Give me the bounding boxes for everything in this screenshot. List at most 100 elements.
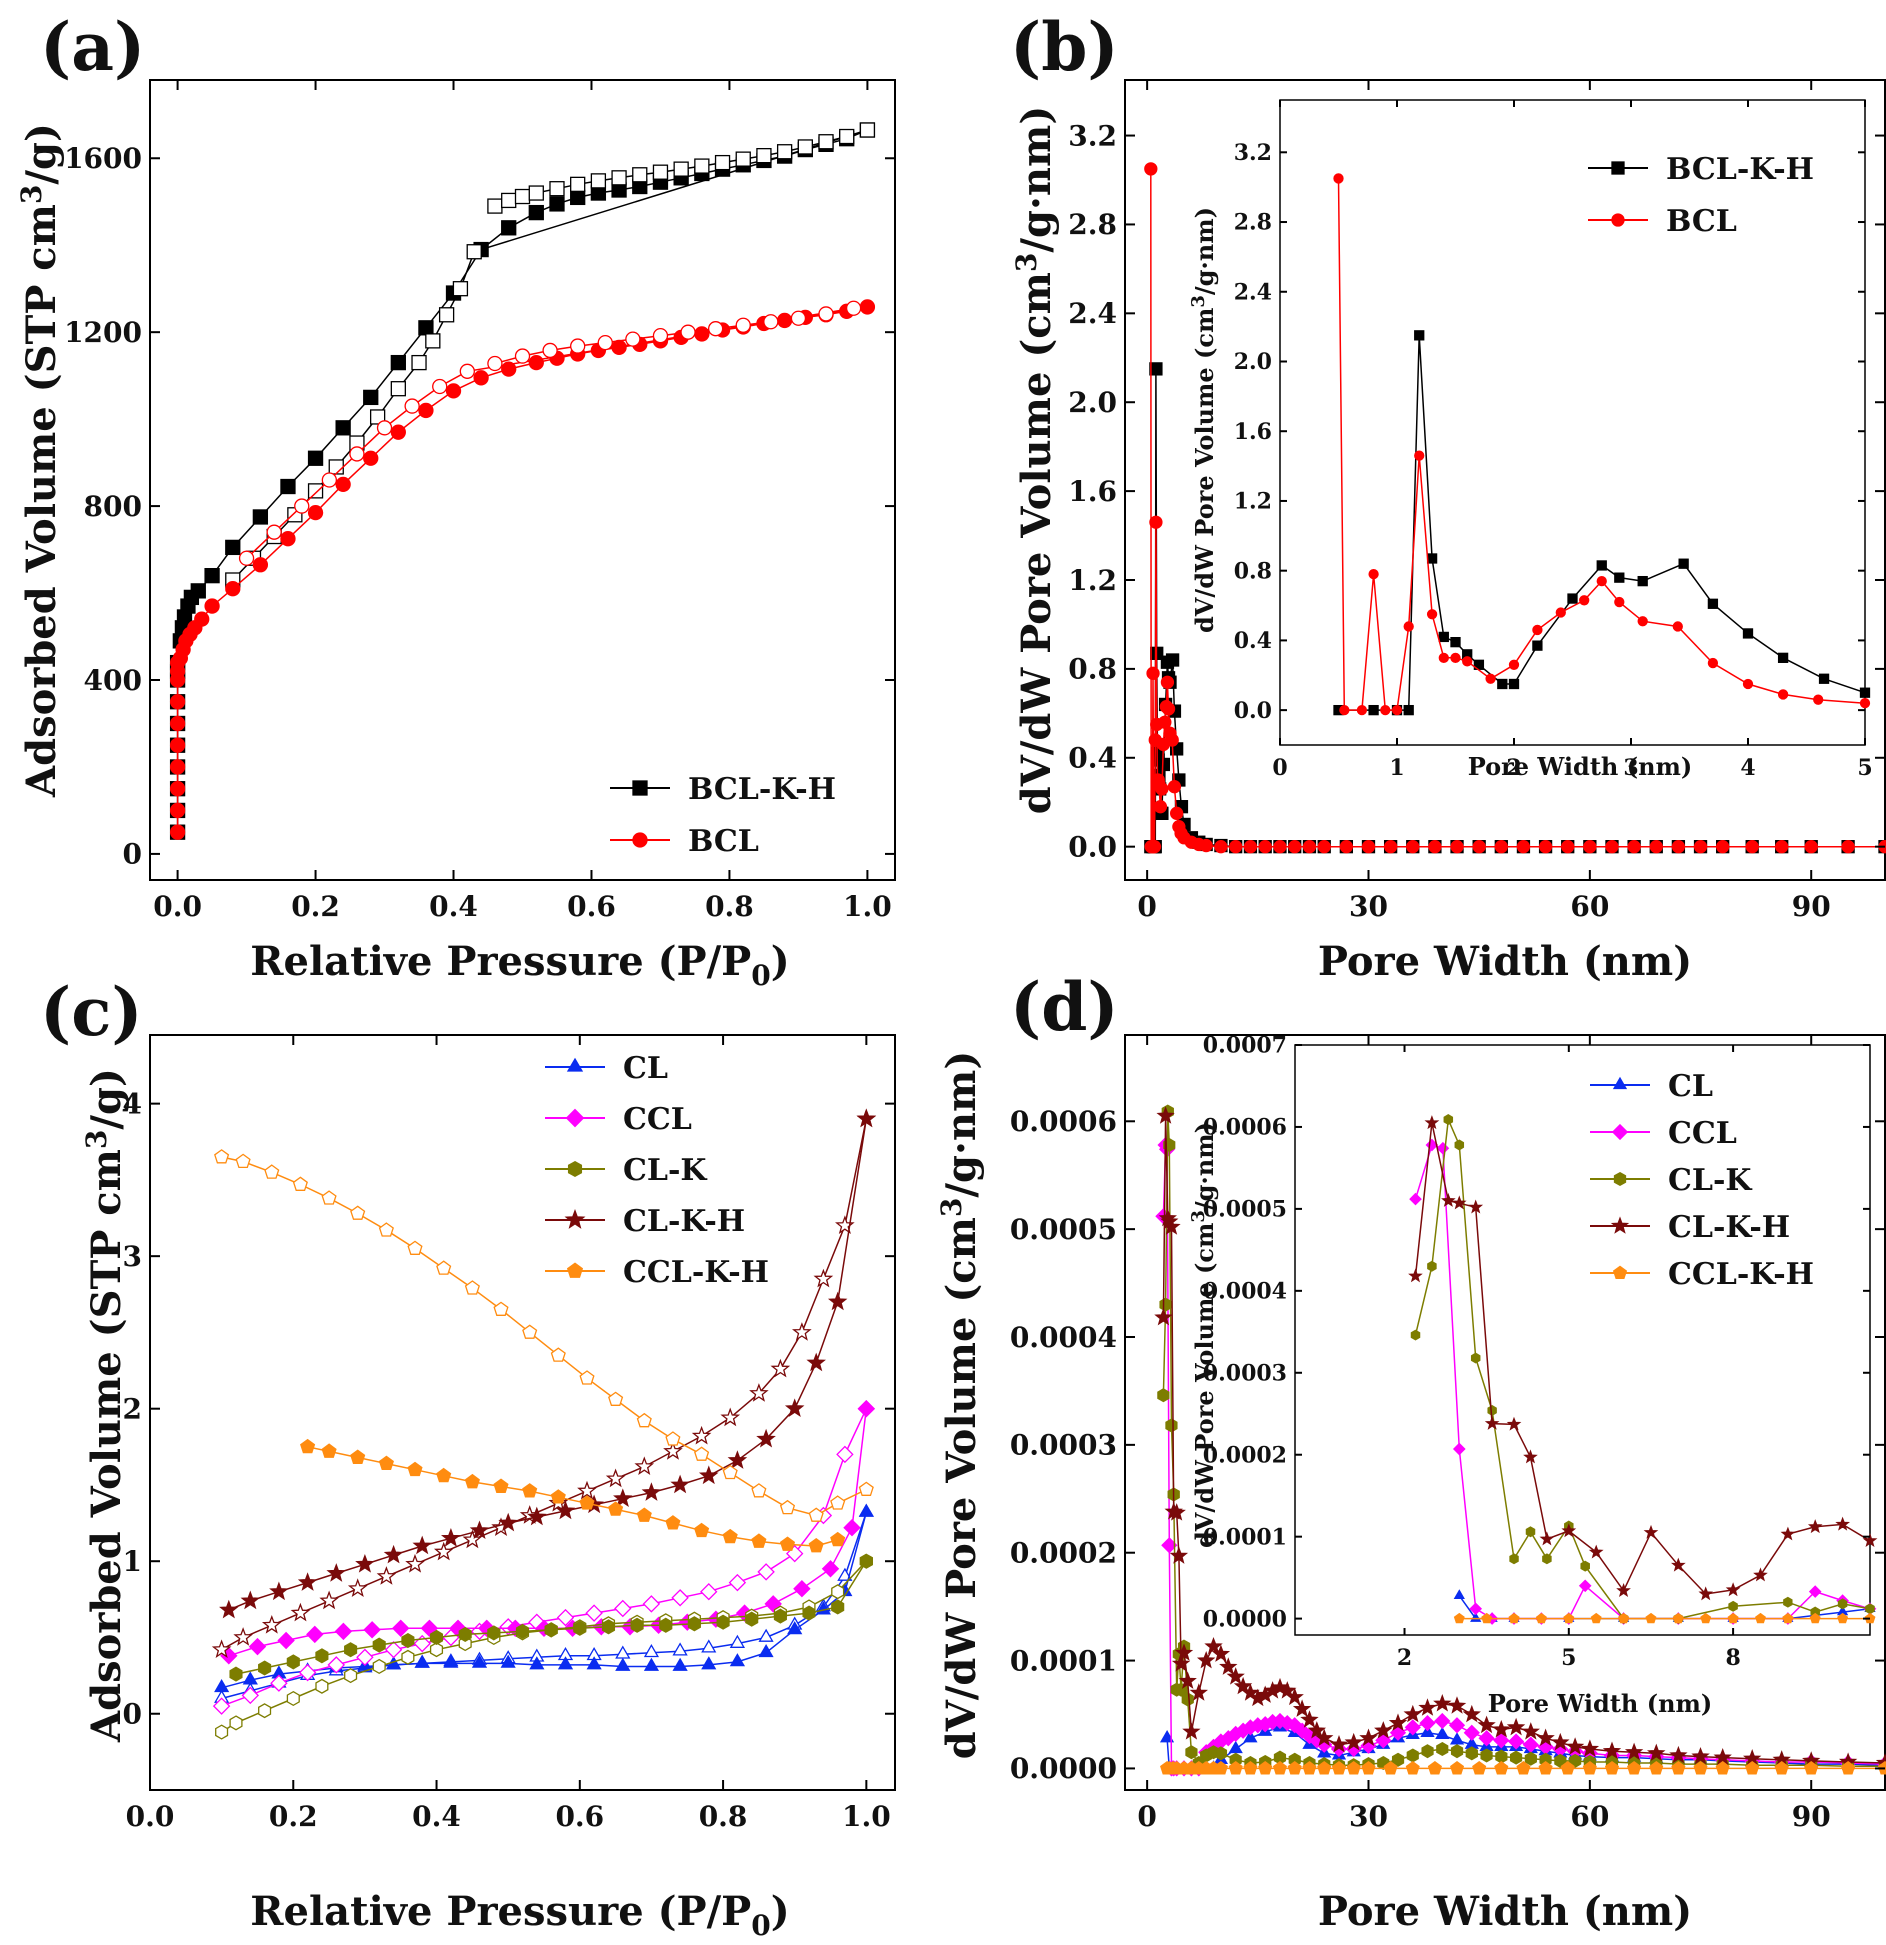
ccl-k-h-adsorption-point <box>830 1531 846 1547</box>
legend-marker-bcl-k-h <box>1611 161 1625 175</box>
panel-label-b: (b) <box>1010 8 1119 86</box>
inset-bcl-k-h-point <box>1742 628 1754 639</box>
cl-adsorption-point <box>701 1656 717 1670</box>
cl-adsorption-point <box>672 1657 688 1671</box>
cl-desorption-point <box>701 1639 717 1653</box>
ccl-desorption-point <box>212 1697 231 1715</box>
bcl-point <box>1538 840 1553 854</box>
cl-k-point <box>1185 1745 1198 1760</box>
y-tick-label: 0.0004 <box>1203 1279 1287 1305</box>
cl-adsorption-point <box>557 1656 574 1670</box>
ccl-k-h-desorption-point <box>608 1391 624 1406</box>
inset-cl-k-point <box>1410 1329 1421 1341</box>
ccl-adsorption-point <box>843 1518 861 1537</box>
inset-bcl-k-h-point <box>1497 678 1508 690</box>
cl-adsorption-point <box>643 1657 660 1671</box>
bcl-desorption-point <box>487 355 503 372</box>
ccl-point <box>1404 1719 1421 1736</box>
cl-desorption-point <box>672 1642 688 1656</box>
ccl-k-h-point <box>1804 1760 1819 1775</box>
ccl-k-h-desorption-point <box>694 1446 710 1461</box>
legend-marker-cl-k <box>1613 1171 1627 1187</box>
y-axis-title-a: Adsorbed Volume (STP cm3/g) <box>15 123 65 798</box>
bcl-point <box>390 424 406 440</box>
cl-k-h-adsorption-point <box>806 1352 826 1372</box>
cl-k-h-adsorption-point <box>498 1512 518 1532</box>
cl-k-point <box>1165 1418 1178 1433</box>
cl-k-h-point <box>1178 1671 1197 1689</box>
ccl-k-h-adsorption-point <box>636 1507 652 1522</box>
cl-k-adsorption-point <box>487 1625 501 1641</box>
inset-cl-k-h-point <box>1408 1268 1423 1283</box>
bcl-k-h-point <box>307 450 324 466</box>
legend-marker-ccl-k-h <box>566 1262 584 1278</box>
bcl-k-h-desorption-point <box>514 188 531 205</box>
bcl-desorption-point <box>404 398 420 414</box>
cl-k-h-point <box>1359 1728 1378 1746</box>
inset-bcl-k-h-point <box>1777 652 1789 663</box>
legend-label-cl-k-h: CL-K-H <box>623 1204 745 1239</box>
x-tick-label: 0.8 <box>705 890 754 923</box>
cl-k-adsorption-point <box>716 1614 730 1630</box>
inset-bcl-k-h-point <box>1403 704 1414 716</box>
ccl-k-h-adsorption-point <box>694 1522 710 1538</box>
legend-marker-cl-k-h <box>564 1209 586 1229</box>
bcl-k-h-desorption-point <box>714 154 731 171</box>
ccl-k-h-point <box>1715 1760 1730 1775</box>
inset-bcl-point <box>1672 621 1683 632</box>
cl-desorption-point <box>643 1643 660 1658</box>
x-tick-label: 5 <box>1857 755 1872 781</box>
cl-k-point <box>1391 1752 1405 1767</box>
bcl-point <box>1494 840 1508 854</box>
bcl-point <box>225 581 241 597</box>
cl-k-point <box>1524 1751 1537 1766</box>
inset-ccl-k-h-point <box>1481 1612 1493 1624</box>
y-tick-label: 0 <box>123 838 142 871</box>
x-tick-label: 0 <box>1137 890 1156 923</box>
bcl-k-h-desorption-point <box>818 134 834 150</box>
bcl-desorption-point <box>818 306 834 322</box>
legend-marker-cl-k-h <box>1610 1216 1630 1234</box>
cl-k-h-point <box>1374 1721 1393 1739</box>
bcl-point <box>1160 675 1175 689</box>
ccl-k-h-desorption-point <box>464 1280 480 1295</box>
bcl-point <box>335 476 351 492</box>
legend-marker-ccl <box>1611 1123 1629 1141</box>
bcl-k-h-desorption-point <box>797 139 813 155</box>
cl-point <box>1159 1729 1175 1743</box>
ccl-point <box>1507 1733 1525 1750</box>
inset-cl-k-point <box>1542 1553 1552 1565</box>
cl-k-h-adsorption-point <box>698 1465 719 1485</box>
cl-point <box>1435 1726 1450 1740</box>
legend-label-cl: CL <box>1668 1069 1713 1104</box>
cl-k-h-point <box>1169 1546 1189 1564</box>
cl-k-adsorption-point <box>544 1622 558 1638</box>
cl-k-h-adsorption-point <box>670 1474 690 1494</box>
cl-k-point <box>1495 1749 1508 1764</box>
y-tick-label: 0.0000 <box>1203 1606 1287 1632</box>
y-tick-label: 2.0 <box>1234 349 1272 375</box>
bcl-point <box>445 383 462 399</box>
inset-cl-k-point <box>1509 1553 1519 1565</box>
bcl-desorption-point <box>376 420 393 436</box>
legend-label-ccl-k-h: CCL-K-H <box>623 1255 769 1290</box>
bcl-k-h-point <box>549 196 565 212</box>
bcl-k-h-desorption-point <box>438 307 455 323</box>
plot-frame-a <box>149 79 896 881</box>
cl-k-h-point <box>1536 1728 1555 1746</box>
inset-ccl-k-h-point <box>1782 1612 1794 1624</box>
bcl-line <box>176 306 868 833</box>
tick-labels-c: 0.0 0.2 0.4 0.6 0.8 1.0 0 1 2 3 4 <box>123 1035 895 1833</box>
inset-ccl-k-h-point <box>1563 1612 1575 1624</box>
legend-d: CL CCL CL-K CL-K-H CCL-K-H <box>1590 1069 1814 1292</box>
cl-k-point <box>1554 1753 1567 1768</box>
x-axis-title-b: Pore Width (nm) <box>1318 938 1692 985</box>
inset-bcl-k-h-point <box>1707 598 1719 609</box>
y-tick-label: 2.8 <box>1068 208 1117 241</box>
cl-k-h-point <box>1580 1739 1600 1757</box>
x-tick-label: 90 <box>1792 1800 1831 1833</box>
x-tick-label: 0 <box>1272 755 1287 781</box>
bcl-desorption-point <box>514 348 531 364</box>
cl-k-h-desorption-point <box>261 1614 282 1634</box>
y-tick-label: 0.0007 <box>1203 1033 1287 1059</box>
